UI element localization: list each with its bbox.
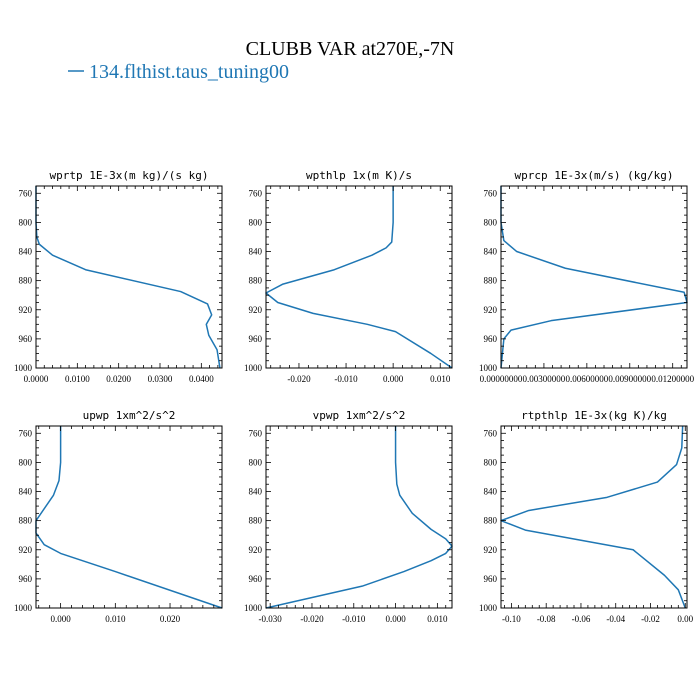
panel-title: wpthlp 1x(m K)/s (306, 169, 412, 182)
y-tick-label: 840 (19, 247, 33, 257)
y-tick-label: 920 (484, 545, 498, 555)
panel-6: rtpthlp 1E-3x(kg K)/kg 760 800 840 880 920 960… (479, 409, 694, 624)
panel-5: vpwp 1xm^2/s^27608008408809209601000-0.0… (244, 409, 453, 624)
x-tick-label: -0.02 (641, 614, 660, 624)
panel-4: upwp 1xm^2/s^2 760 800 840 880 920 960 1000 0.00… (14, 409, 223, 624)
y-tick-label: 800 (484, 217, 498, 227)
x-tick-label: 0.00300000 (523, 374, 566, 384)
y-tick-label: 880 (484, 276, 498, 286)
plot-frame (500, 425, 688, 609)
x-tick-label: 0.00900000 (608, 374, 651, 384)
plot-frame (35, 425, 223, 609)
y-tick-label: 800 (249, 457, 263, 467)
x-tick-label: 0.000 (50, 614, 71, 624)
x-tick-label: -0.030 (259, 614, 283, 624)
x-tick-label: 0.00600000 (565, 374, 608, 384)
y-tick-label: 880 (19, 276, 33, 286)
x-tick-label: -0.010 (334, 374, 358, 384)
x-tick-label: 0.010 (430, 374, 451, 384)
x-tick-label: -0.020 (300, 614, 324, 624)
x-tick-label: -0.10 (502, 614, 521, 624)
y-tick-label: 960 (249, 334, 263, 344)
series-line (265, 186, 453, 369)
y-tick-label: 760 (19, 188, 33, 198)
y-tick-label: 880 (249, 276, 263, 286)
y-tick-label: 920 (249, 545, 263, 555)
y-tick-label: 760 (249, 188, 263, 198)
x-tick-label: -0.06 (572, 614, 591, 624)
panel-title: vpwp 1xm^2/s^2 (313, 409, 406, 422)
plot-frame (500, 185, 688, 369)
y-tick-label: 760 (484, 188, 498, 198)
y-tick-label: 840 (19, 487, 33, 497)
x-tick-label: -0.04 (606, 614, 625, 624)
series-line (500, 425, 686, 609)
y-tick-label: 920 (249, 305, 263, 315)
x-tick-label: 0.000 (383, 374, 404, 384)
y-tick-label: 1000 (479, 603, 498, 613)
legend-label: 134.flthist.taus_tuning00 (89, 61, 289, 83)
y-tick-label: 800 (19, 217, 33, 227)
x-tick-label: 0.0000 (24, 374, 49, 384)
y-tick-label: 840 (249, 247, 263, 257)
plot-frame (265, 425, 453, 609)
y-tick-label: 840 (484, 247, 498, 257)
x-tick-label: 0.0300 (148, 374, 173, 384)
panel-3: wprcp 1E-3x(m/s) (kg/kg) 760 800 840 880 920 9… (479, 169, 695, 384)
x-tick-label: 0.00000000 (480, 374, 523, 384)
x-tick-label: 0.010 (427, 614, 448, 624)
x-tick-label: 0.0100 (65, 374, 90, 384)
plot-frame (35, 185, 223, 369)
x-tick-label: 0.0400 (189, 374, 214, 384)
panel-2: wpthlp 1x(m K)/s 760 800 840 880 920 960 1000 -0… (244, 169, 453, 384)
x-tick-label: 0.01200000 (651, 374, 694, 384)
y-tick-label: 1000 (479, 363, 498, 373)
figure-title: CLUBB VAR at270E,-7N (246, 38, 455, 60)
y-tick-label: 960 (19, 574, 33, 584)
series-line (500, 186, 688, 369)
x-tick-label: -0.010 (342, 614, 366, 624)
y-tick-label: 960 (484, 334, 498, 344)
y-tick-label: 1000 (244, 363, 263, 373)
y-tick-label: 760 (249, 428, 263, 438)
y-tick-label: 960 (19, 334, 33, 344)
x-tick-label: 0.00 (677, 614, 693, 624)
x-tick-label: 0.010 (105, 614, 126, 624)
x-tick-label: 0.020 (160, 614, 181, 624)
y-tick-label: 880 (19, 516, 33, 526)
y-tick-label: 960 (484, 574, 498, 584)
x-tick-label: 0.000 (385, 614, 406, 624)
y-tick-label: 1000 (244, 603, 263, 613)
y-tick-label: 1000 (14, 363, 33, 373)
y-tick-label: 800 (484, 457, 498, 467)
y-tick-label: 920 (19, 545, 33, 555)
panel-title: wprtp 1E-3x(m kg)/(s kg) (50, 169, 209, 182)
y-tick-label: 840 (484, 487, 498, 497)
plot-frame (265, 185, 453, 369)
series-line (265, 426, 453, 609)
y-tick-label: 760 (19, 428, 33, 438)
y-tick-label: 920 (484, 305, 498, 315)
x-tick-label: -0.08 (537, 614, 556, 624)
panels-group: wprtp 1E-3x(m kg)/(s kg) 760 800 840 880 920 9… (14, 169, 695, 624)
y-tick-label: 920 (19, 305, 33, 315)
y-tick-label: 1000 (14, 603, 33, 613)
y-tick-label: 800 (249, 217, 263, 227)
y-tick-label: 880 (249, 516, 263, 526)
panel-title: wprcp 1E-3x(m/s) (kg/kg) (515, 169, 674, 182)
y-tick-label: 760 (484, 428, 498, 438)
panel-title: upwp 1xm^2/s^2 (83, 409, 176, 422)
y-tick-label: 880 (484, 516, 498, 526)
x-tick-label: 0.0200 (106, 374, 131, 384)
x-tick-label: -0.020 (287, 374, 311, 384)
panel-1: wprtp 1E-3x(m kg)/(s kg) 760 800 840 880 920 9… (14, 169, 223, 384)
y-tick-label: 840 (249, 487, 263, 497)
panel-title: rtpthlp 1E-3x(kg K)/kg (521, 409, 667, 422)
y-tick-label: 960 (249, 574, 263, 584)
y-tick-label: 800 (19, 457, 33, 467)
